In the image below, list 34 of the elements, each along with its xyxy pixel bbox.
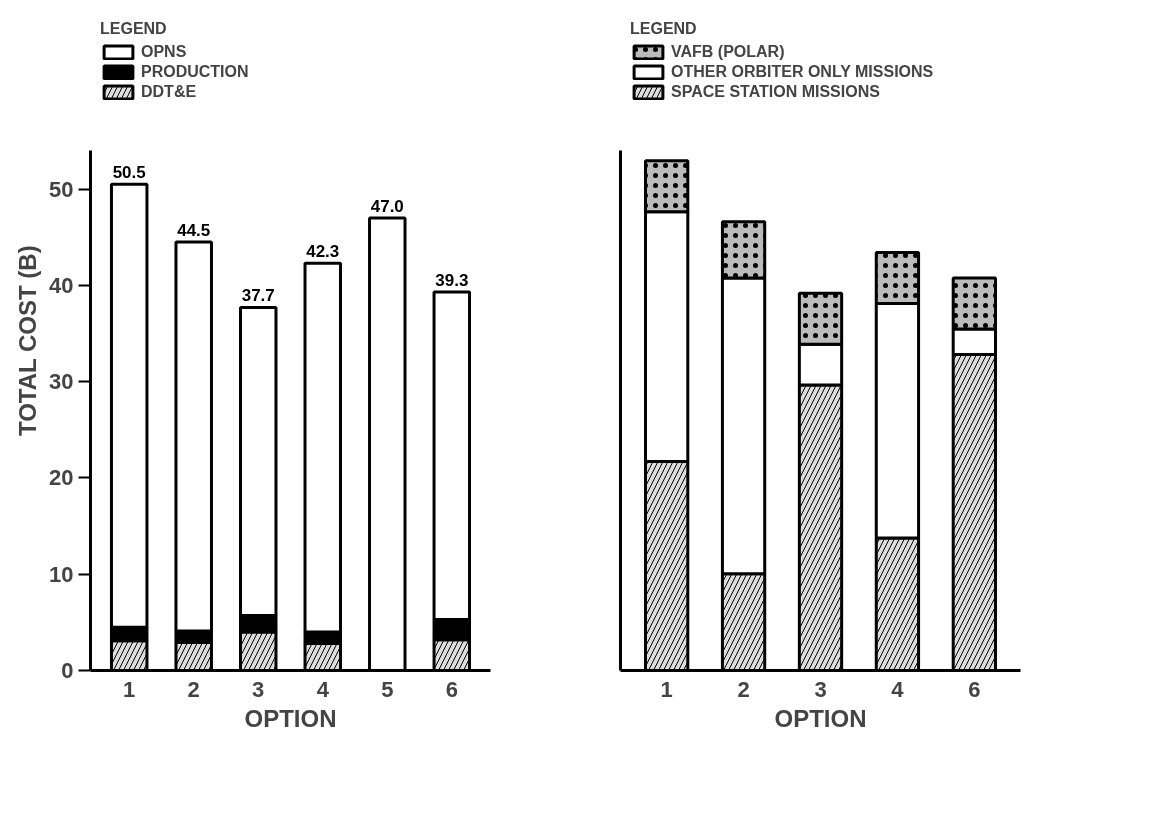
x-axis-title: OPTION [244, 704, 337, 732]
legend-label: VAFB (POLAR) [671, 43, 785, 61]
x-tick-label: 6 [968, 676, 981, 702]
x-tick-label: 4 [316, 676, 330, 702]
legend-label: OTHER ORBITER ONLY MISSIONS [671, 63, 934, 81]
y-tick-label: 10 [49, 561, 74, 587]
x-axis-title: OPTION [774, 704, 867, 732]
y-tick-label: 20 [49, 465, 74, 491]
legend-title: LEGEND [630, 20, 698, 38]
y-tick-label: 40 [49, 272, 74, 298]
x-tick-label: 2 [737, 676, 750, 702]
x-tick-label: 4 [891, 676, 905, 702]
total-label: 50.5 [112, 163, 146, 183]
total-label: 44.5 [177, 220, 211, 240]
total-label: 47.0 [370, 196, 404, 216]
total-label: 39.3 [435, 271, 469, 291]
y-tick-label: 0 [61, 658, 74, 683]
y-axis-title: TOTAL COST (B) [14, 245, 42, 437]
legend-label: PRODUCTION [141, 63, 249, 81]
x-tick-label: 1 [660, 676, 673, 702]
y-tick-label: 50 [49, 176, 74, 202]
x-tick-label: 3 [814, 676, 827, 702]
total-label: 42.3 [306, 242, 340, 262]
legend-label: OPNS [141, 43, 187, 61]
x-tick-label: 2 [187, 676, 200, 702]
legend-label: DDT&E [141, 83, 197, 101]
legend-title: LEGEND [100, 20, 168, 38]
legend-label: SPACE STATION MISSIONS [671, 83, 880, 101]
x-tick-label: 5 [381, 676, 394, 702]
x-tick-label: 1 [123, 676, 136, 702]
x-tick-label: 6 [445, 676, 458, 702]
y-tick-label: 30 [49, 369, 74, 395]
total-label: 37.7 [241, 286, 275, 306]
x-tick-label: 3 [252, 676, 265, 702]
